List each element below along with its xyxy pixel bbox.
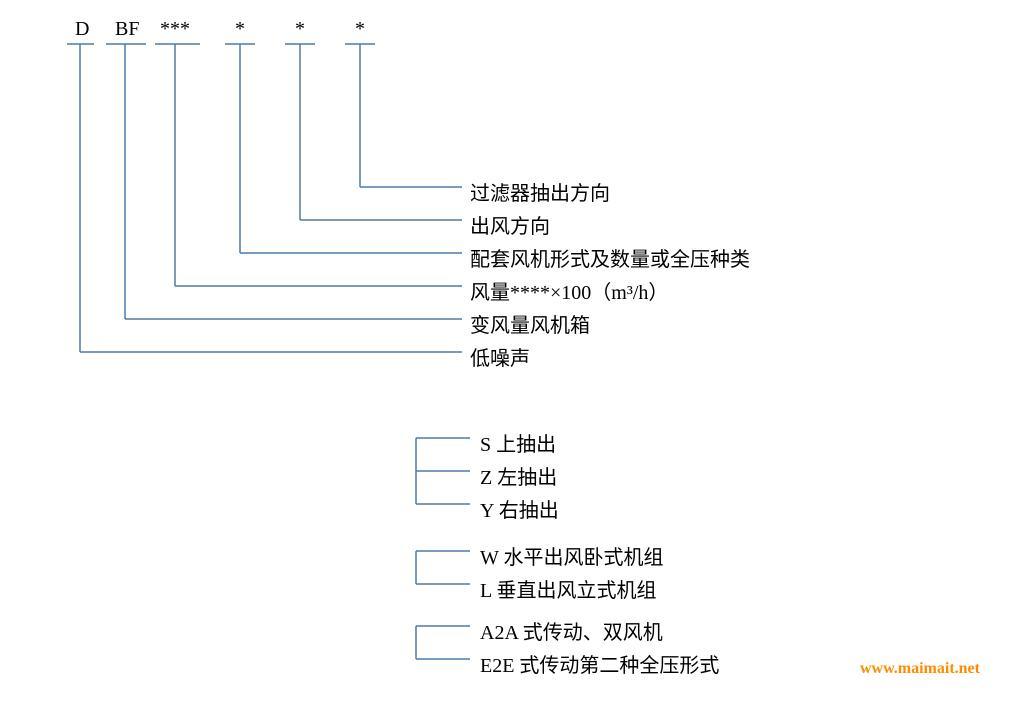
desc-fan: 配套风机形式及数量或全压种类 <box>470 243 750 272</box>
legend-outlet-dir-0: W 水平出风卧式机组 <box>480 541 664 570</box>
watermark: www.maimait.net <box>860 660 980 678</box>
code-d: D <box>75 18 89 41</box>
code-out: * <box>295 18 305 41</box>
legend-filter-dir-1: Z 左抽出 <box>480 461 557 490</box>
desc-flow: 风量****×100（m³/h） <box>470 276 668 305</box>
legend-fan-type-1: E2E 式传动第二种全压形式 <box>480 649 719 678</box>
code-flow: *** <box>160 18 190 41</box>
code-bf: BF <box>115 18 139 41</box>
legend-filter-dir-2: Y 右抽出 <box>480 494 559 523</box>
desc-out: 出风方向 <box>470 210 550 239</box>
code-fan: * <box>235 18 245 41</box>
desc-filt: 过滤器抽出方向 <box>470 177 610 206</box>
legend-filter-dir-0: S 上抽出 <box>480 428 556 457</box>
code-filt: * <box>355 18 365 41</box>
legend-fan-type-0: A2A 式传动、双风机 <box>480 616 663 645</box>
desc-bf: 变风量风机箱 <box>470 309 590 338</box>
desc-d: 低噪声 <box>470 342 530 371</box>
legend-outlet-dir-1: L 垂直出风立式机组 <box>480 574 656 603</box>
